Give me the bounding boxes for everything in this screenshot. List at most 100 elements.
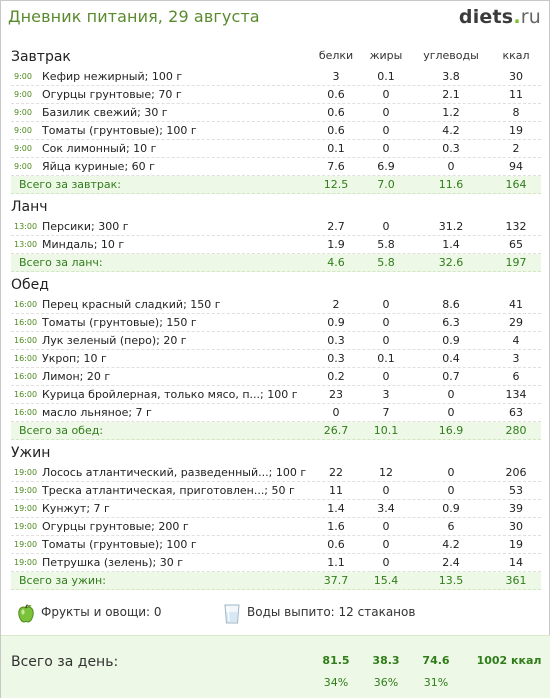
total-fat: 10.1 [373,424,399,437]
food-row[interactable]: 16:00 Курица бройлерная, только мясо, п.… [11,386,541,404]
logo-tld: ru [520,6,541,28]
food-name[interactable]: Кунжут; 7 г [42,502,110,515]
column-carbs: углеводы [423,49,479,62]
meal-title: Ланч [11,199,48,215]
meal-supper: Ужин 19:00 Лосось атлантический, разведе… [1,442,550,590]
food-name[interactable]: Курица бройлерная, только мясо, п...; 10… [42,388,298,401]
food-name[interactable]: Томаты (грунтовые); 100 г [42,124,197,137]
site-logo[interactable]: diets.ru [459,6,541,28]
food-name[interactable]: Петрушка (зелень); 30 г [42,556,184,569]
food-row[interactable]: 19:00 Кунжут; 7 г 1.4 3.4 0.9 39 [11,500,541,518]
food-fat: 0 [382,370,390,383]
food-kcal: 8 [512,106,520,119]
food-protein: 2.7 [327,220,345,233]
header: Дневник питания, 29 августа diets.ru [1,1,550,37]
food-row[interactable]: 16:00 Лимон; 20 г 0.2 0 0.7 6 [11,368,541,386]
food-time: 19:00 [14,522,38,531]
food-row[interactable]: 19:00 Огурцы грунтовые; 200 г 1.6 0 6 30 [11,518,541,536]
food-protein: 1.6 [327,520,345,533]
food-row[interactable]: 16:00 Томаты (грунтовые); 150 г 0.9 0 6.… [11,314,541,332]
food-name[interactable]: Лосось атлантический, разведенный...; 10… [42,466,307,479]
food-time: 9:00 [14,108,32,117]
food-row[interactable]: 16:00 Лук зеленый (перо); 20 г 0.3 0 0.9… [11,332,541,350]
food-kcal: 30 [509,70,523,83]
food-protein: 1.1 [327,556,345,569]
food-kcal: 53 [509,484,523,497]
water-glass-icon [223,603,241,629]
extras-bar: Фрукты и овощи: 0 Воды выпито: 12 стакан… [1,601,550,629]
food-name[interactable]: Базилик свежий; 30 г [42,106,168,119]
food-kcal: 41 [509,298,523,311]
food-row[interactable]: 19:00 Лосось атлантический, разведенный.… [11,464,541,482]
food-name[interactable]: Треска атлантическая, приготовлен...; 50… [42,484,295,497]
food-row[interactable]: 19:00 Треска атлантическая, приготовлен.… [11,482,541,500]
food-carbs: 1.2 [442,106,460,119]
meal-breakfast: Завтрак 9:00 Кефир нежирный; 100 г 3 0.1… [1,46,550,194]
food-row[interactable]: 9:00 Базилик свежий; 30 г 0.6 0 1.2 8 [11,104,541,122]
food-time: 9:00 [14,126,32,135]
food-name[interactable]: Укроп; 10 г [42,352,107,365]
food-kcal: 65 [509,238,523,251]
food-carbs: 0.3 [442,142,460,155]
food-name[interactable]: Огурцы грунтовые; 200 г [42,520,189,533]
food-kcal: 206 [505,466,527,479]
food-name[interactable]: Томаты (грунтовые); 100 г [42,538,197,551]
food-row[interactable]: 9:00 Яйца куриные; 60 г 7.6 6.9 0 94 [11,158,541,176]
food-fat: 0 [382,484,390,497]
food-row[interactable]: 16:00 Перец красный сладкий; 150 г 2 0 8… [11,296,541,314]
food-name[interactable]: масло льняное; 7 г [42,406,152,419]
food-carbs: 2.4 [442,556,460,569]
food-protein: 0.3 [327,334,345,347]
food-row[interactable]: 13:00 Миндаль; 10 г 1.9 5.8 1.4 65 [11,236,541,254]
food-name[interactable]: Миндаль; 10 г [42,238,125,251]
food-name[interactable]: Томаты (грунтовые); 150 г [42,316,197,329]
food-row[interactable]: 9:00 Сок лимонный; 10 г 0.1 0 0.3 2 [11,140,541,158]
food-name[interactable]: Кефир нежирный; 100 г [42,70,183,83]
total-carbs: 13.5 [438,574,464,587]
meal-title: Завтрак [11,49,71,65]
food-name[interactable]: Перец красный сладкий; 150 г [42,298,221,311]
food-name[interactable]: Огурцы грунтовые; 70 г [42,88,182,101]
food-carbs: 3.8 [442,70,460,83]
food-fat: 0 [382,88,390,101]
food-name[interactable]: Лук зеленый (перо); 20 г [42,334,187,347]
food-time: 16:00 [14,300,38,309]
food-time: 9:00 [14,90,32,99]
food-carbs: 31.2 [438,220,464,233]
food-row[interactable]: 13:00 Персики; 300 г 2.7 0 31.2 132 [11,218,541,236]
food-kcal: 14 [509,556,523,569]
food-name[interactable]: Персики; 300 г [42,220,129,233]
food-name[interactable]: Яйца куриные; 60 г [42,160,155,173]
food-row[interactable]: 16:00 Укроп; 10 г 0.3 0.1 0.4 3 [11,350,541,368]
food-fat: 12 [379,466,393,479]
food-protein: 0.6 [327,124,345,137]
column-kcal: ккал [502,49,530,62]
logo-dot: . [513,6,521,28]
meal-total-row: Всего за ужин: 37.7 15.4 13.5 361 [11,572,541,590]
food-time: 19:00 [14,468,38,477]
food-time: 16:00 [14,390,38,399]
food-name[interactable]: Лимон; 20 г [42,370,111,383]
food-row[interactable]: 9:00 Огурцы грунтовые; 70 г 0.6 0 2.1 11 [11,86,541,104]
food-row[interactable]: 16:00 масло льняное; 7 г 0 7 0 63 [11,404,541,422]
food-carbs: 6 [447,520,455,533]
food-carbs: 0.4 [442,352,460,365]
food-row[interactable]: 19:00 Петрушка (зелень); 30 г 1.1 0 2.4 … [11,554,541,572]
food-kcal: 132 [505,220,527,233]
day-fat-percent: 36% [373,676,399,689]
food-time: 16:00 [14,372,38,381]
food-kcal: 11 [509,88,523,101]
food-name[interactable]: Сок лимонный; 10 г [42,142,157,155]
food-carbs: 0 [447,388,455,401]
food-kcal: 29 [509,316,523,329]
food-carbs: 0.7 [442,370,460,383]
food-row[interactable]: 9:00 Томаты (грунтовые); 100 г 0.6 0 4.2… [11,122,541,140]
food-row[interactable]: 19:00 Томаты (грунтовые); 100 г 0.6 0 4.… [11,536,541,554]
water-count: Воды выпито: 12 стаканов [247,605,416,619]
food-time: 9:00 [14,162,32,171]
logo-main: diets [458,6,514,28]
food-time: 19:00 [14,540,38,549]
total-kcal: 164 [505,178,527,191]
food-row[interactable]: 9:00 Кефир нежирный; 100 г 3 0.1 3.8 30 [11,68,541,86]
